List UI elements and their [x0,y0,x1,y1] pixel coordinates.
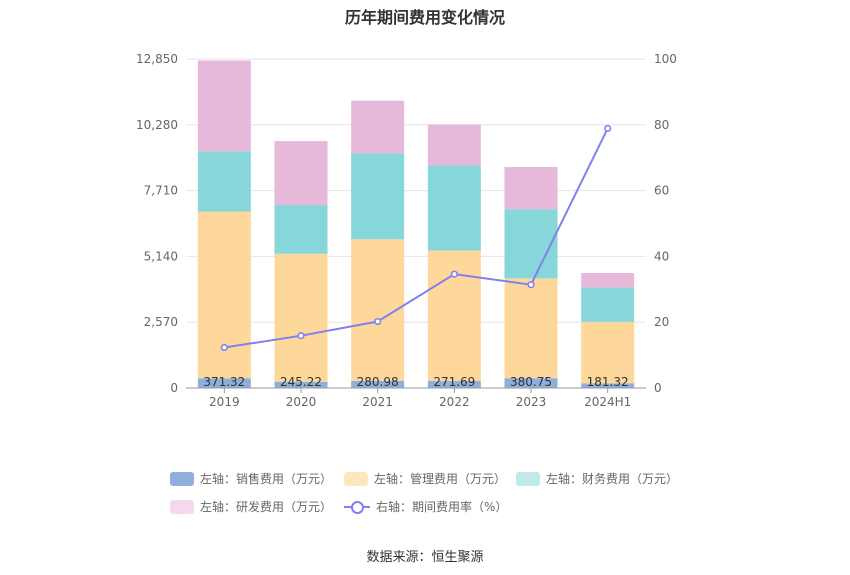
bar-segment [427,381,481,388]
rate-point [220,343,228,352]
x-tick-label: 2020 [286,395,317,409]
bar-segment [351,380,405,388]
left-tick-label: 12,850 [136,52,178,66]
legend-swatch-rd [170,499,194,514]
left-tick-label: 2,570 [144,315,178,329]
bar-value-label: 371.32 [203,375,245,389]
legend-item-sales[interactable]: 左轴：销售费用（万元） [170,470,332,487]
bar-segment [581,321,635,384]
bar-value-label: 271.69 [433,375,475,389]
bar-layer [197,60,635,388]
right-tick-label: 40 [654,249,669,263]
legend-swatch-admin [344,471,368,486]
rate-line [224,127,609,349]
bar-segment [427,250,481,382]
chart-title: 历年期间费用变化情况 [344,8,505,27]
bar-segment [274,205,328,254]
bar-segment [274,141,328,206]
x-tick-label: 2021 [362,395,393,409]
x-tick-label: 2022 [439,395,470,409]
rate-point [604,124,612,133]
bar-segment [427,124,481,166]
bar-segment [351,100,405,154]
bar-segment [274,381,328,388]
bar-segment [197,151,251,212]
bar-segment [504,167,558,210]
x-tick-label: 2023 [516,395,547,409]
bar-value-label: 181.32 [587,375,629,389]
bar-segment [504,378,558,388]
legend-item-rd[interactable]: 左轴：研发费用（万元） [170,498,332,515]
right-tick-label: 20 [654,315,669,329]
source-note: 数据来源：恒生聚源 [366,550,484,565]
left-tick-label: 0 [170,381,178,395]
bar-segment [274,253,328,382]
x-tick-label: 2019 [209,395,240,409]
legend-item-rate[interactable]: 右轴：期间费用率（%） [344,498,507,515]
left-tick-label: 10,280 [136,118,178,132]
grid-lines [186,58,646,323]
bar-segment [197,378,251,388]
legend-swatch-rate [344,500,370,514]
bar-segment [504,278,558,379]
bar-value-label: 280.98 [357,375,399,389]
legend-label-sales: 左轴：销售费用（万元） [200,472,333,486]
rate-point [527,281,535,289]
bar-segment [581,273,635,288]
rate-point [297,332,305,340]
bar-segment [581,383,635,388]
right-tick-label: 60 [654,184,669,198]
chart-plot: 0 2,570 5,140 7,710 10,280 12,850 0 20 40 60 80 100… [136,52,677,409]
legend-label-admin: 左轴：管理费用（万元） [374,472,507,486]
axes: 0 2,570 5,140 7,710 10,280 12,850 0 20 40 60 80 100… [136,52,677,409]
right-tick-label: 80 [654,118,669,132]
bar-value-label: 245.22 [280,375,322,389]
bar-segment [581,287,635,322]
legend-item-admin[interactable]: 左轴：管理费用（万元） [344,470,506,487]
legend-label-rate: 右轴：期间费用率（%） [376,500,508,514]
bar-segment [351,153,405,240]
bar-segment [427,165,481,251]
bar-segment [504,209,558,279]
left-tick-label: 5,140 [144,249,178,263]
left-tick-label: 7,710 [144,184,178,198]
bar-segment [197,211,251,379]
right-tick-label: 0 [654,381,662,395]
legend-swatch-finance [516,471,540,486]
legend-item-finance[interactable]: 左轴：财务费用（万元） [516,470,678,487]
x-tick-label: 2024H1 [584,395,631,409]
line-layer [220,124,612,352]
right-tick-label: 100 [654,52,677,66]
legend-swatch-sales [170,471,194,486]
legend-label-rd: 左轴：研发费用（万元） [200,500,333,514]
rate-point [450,270,458,278]
legend-label-finance: 左轴：财务费用（万元） [546,472,679,486]
bar-segment [197,60,251,152]
bar-value-label: 380.75 [510,375,552,389]
data-labels: 371.32 245.22 280.98 271.69 380.75 181.32 [203,375,628,389]
rate-point [374,317,382,326]
